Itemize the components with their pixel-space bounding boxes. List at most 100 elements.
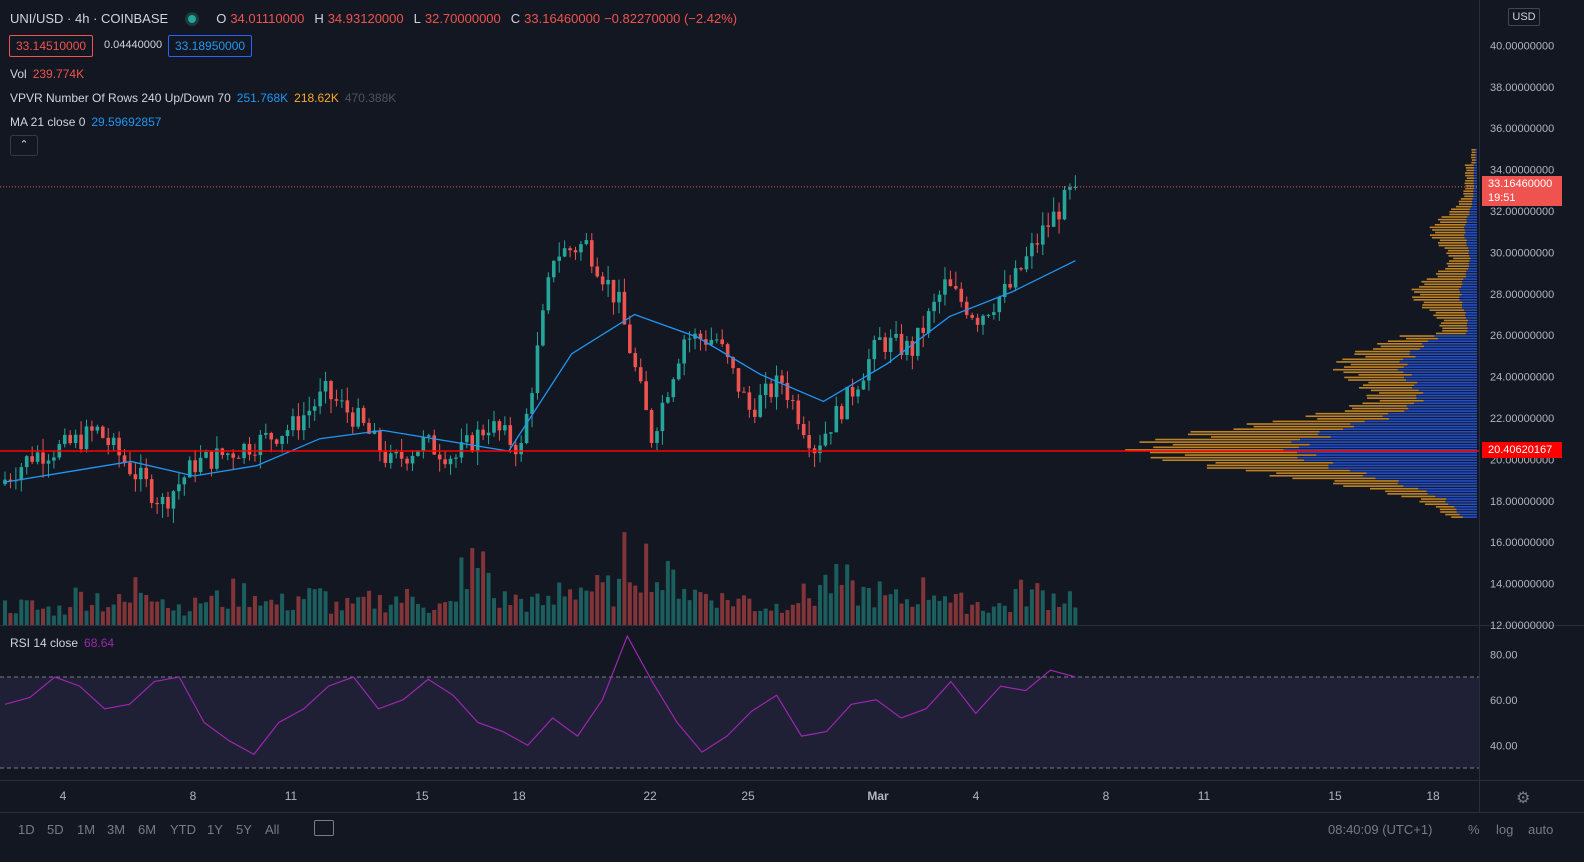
volume-bar [1008, 612, 1013, 625]
vpvr-down-bar [1465, 167, 1474, 169]
price-tick-label: 12.00000000 [1490, 620, 1554, 632]
candle-body [660, 402, 665, 432]
candle-body [937, 294, 942, 302]
rsi-legend[interactable]: RSI 14 close 68.64 [10, 636, 120, 650]
range-button-6m[interactable]: 6M [138, 822, 157, 837]
volume-bar [84, 610, 89, 625]
vpvr-down-bar [1442, 330, 1468, 332]
range-button-3m[interactable]: 3M [107, 822, 126, 837]
low-value: 32.70000000 [424, 11, 501, 26]
vpvr-up-bar [1291, 441, 1477, 443]
vpvr-up-bar [1349, 469, 1477, 472]
vpvr-up-bar [1456, 511, 1477, 513]
candle-body [198, 457, 203, 473]
gear-icon[interactable]: ⚙ [1516, 790, 1531, 807]
range-button-1m[interactable]: 1M [77, 822, 96, 837]
vpvr-legend[interactable]: VPVR Number Of Rows 240 Up/Down 70 251.76… [10, 91, 402, 105]
volume-bar [736, 598, 741, 625]
range-button-all[interactable]: All [265, 822, 280, 837]
candle-body [24, 456, 29, 468]
volume-bar [671, 569, 676, 625]
volume-bar [388, 604, 393, 625]
candle-body [84, 426, 89, 450]
vpvr-down-bar [1463, 190, 1474, 192]
volume-legend[interactable]: Vol 239.774K [10, 67, 90, 81]
range-button-5d[interactable]: 5D [47, 822, 64, 837]
volume-bar [807, 598, 812, 625]
volume-bar [242, 583, 247, 625]
vpvr-down-bar [1435, 231, 1466, 234]
volume-bar [502, 591, 507, 625]
collapse-legend-button[interactable]: ⌃ [10, 135, 38, 156]
candle-body [350, 412, 355, 427]
volume-bar [655, 582, 659, 625]
vpvr-up-bar [1464, 234, 1477, 236]
volume-bar [644, 543, 649, 625]
vpvr-up-bar [1474, 169, 1477, 172]
candle-body [46, 460, 51, 464]
volume-bar [551, 604, 556, 625]
range-button-5y[interactable]: 5Y [236, 822, 252, 837]
vpvr-up-bar [1427, 493, 1477, 495]
price-tick-label: 40.00000000 [1490, 40, 1554, 52]
volume-bar [1019, 579, 1024, 625]
candle-body [628, 324, 632, 354]
vpvr-down-bar [1354, 353, 1410, 355]
vpvr-down-bar [1343, 485, 1404, 487]
buy-price-box[interactable]: 33.18950000 [168, 35, 253, 57]
log-toggle[interactable]: log [1496, 822, 1514, 837]
vpvr-up-bar [1475, 156, 1477, 159]
volume-bar [953, 594, 958, 625]
vpvr-down-bar [1460, 198, 1473, 200]
ma-legend[interactable]: MA 21 close 0 29.59692857 [10, 115, 167, 129]
volume-bar [578, 587, 583, 625]
currency-button[interactable]: USD [1508, 8, 1540, 26]
volume-bar [432, 609, 437, 625]
candle-body [383, 451, 388, 463]
percent-toggle[interactable]: % [1468, 822, 1480, 837]
volume-bar [1035, 583, 1040, 625]
volume-bar [1046, 610, 1051, 625]
range-button-ytd[interactable]: YTD [170, 822, 196, 837]
volume-bar [361, 596, 366, 625]
volume-bar [247, 607, 252, 625]
vpvr-up-bar [1473, 195, 1477, 198]
vpvr-down-bar [1471, 151, 1476, 154]
date-range-icon[interactable] [314, 820, 334, 836]
candle-body [1040, 225, 1045, 245]
vpvr-down-bar [1446, 252, 1469, 255]
volume-bar [220, 606, 225, 625]
candle-body [187, 460, 192, 478]
vpvr-down-bar [1315, 412, 1389, 415]
volume-bar [1013, 588, 1018, 625]
candle-body [405, 458, 409, 464]
auto-toggle[interactable]: auto [1528, 822, 1554, 837]
vpvr-down-bar [1348, 379, 1407, 381]
candle-body [133, 474, 138, 480]
candle-body [1046, 225, 1050, 227]
clock[interactable]: 08:40:09 (UTC+1) [1328, 822, 1433, 837]
time-tick-label: 11 [1198, 789, 1211, 803]
vpvr-up-bar [1473, 174, 1477, 177]
vpvr-up-bar [1448, 503, 1477, 506]
candle-body [1024, 256, 1029, 270]
volume-bar [307, 588, 312, 625]
volume-bar [845, 564, 850, 625]
vpvr-up-bar [1473, 179, 1477, 182]
range-button-1y[interactable]: 1Y [207, 822, 223, 837]
candle-body [606, 279, 610, 285]
candle-body [215, 448, 219, 469]
volume-bar [453, 601, 458, 625]
vpvr-up-bar [1473, 190, 1477, 192]
vpvr-down-bar [1437, 218, 1467, 221]
vpvr-up-bar [1422, 342, 1477, 345]
volume-bar [519, 598, 524, 625]
candle-body [160, 496, 165, 505]
vpvr-up-bar [1471, 205, 1477, 208]
symbol-title[interactable]: UNI/USD · 4h · COINBASE [10, 11, 169, 26]
range-button-1d[interactable]: 1D [18, 822, 35, 837]
sell-price-box[interactable]: 33.14510000 [9, 35, 94, 57]
vpvr-up-bar [1419, 348, 1477, 350]
candle-body [285, 430, 290, 436]
